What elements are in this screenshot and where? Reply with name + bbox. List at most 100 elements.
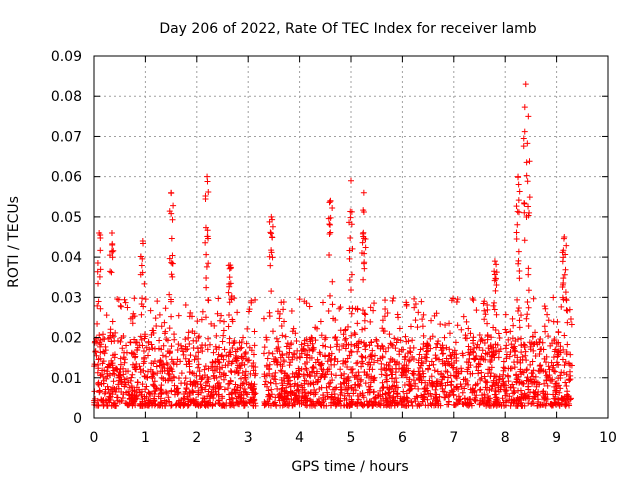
data-point: [302, 389, 309, 396]
data-point: [421, 396, 428, 403]
data-point: [117, 302, 124, 309]
data-point: [91, 388, 98, 395]
data-point: [492, 275, 499, 282]
data-point: [128, 350, 135, 357]
data-point: [337, 397, 344, 404]
data-point: [525, 271, 532, 278]
data-point: [546, 366, 553, 373]
data-point: [525, 400, 532, 407]
data-point: [467, 346, 474, 353]
data-point: [359, 307, 366, 314]
data-point: [279, 352, 286, 359]
data-point: [543, 377, 550, 384]
data-point: [371, 352, 378, 359]
data-point: [315, 359, 322, 366]
data-point: [263, 334, 270, 341]
data-point: [521, 237, 528, 244]
data-point: [380, 384, 387, 391]
data-point: [478, 353, 485, 360]
data-point: [402, 354, 409, 361]
data-point: [476, 332, 483, 339]
data-point: [525, 383, 532, 390]
data-point: [443, 391, 450, 398]
y-tick-label: 0: [73, 411, 82, 427]
data-point: [269, 372, 276, 379]
data-point: [152, 315, 159, 322]
data-point: [337, 380, 344, 387]
data-point: [151, 402, 158, 409]
data-point: [205, 297, 212, 304]
data-point: [164, 361, 171, 368]
data-point: [458, 368, 465, 375]
data-point: [350, 390, 357, 397]
data-point: [307, 396, 314, 403]
data-point: [481, 316, 488, 323]
data-point: [189, 328, 196, 335]
data-point: [210, 349, 217, 356]
data-point: [367, 379, 374, 386]
data-point: [543, 359, 550, 366]
data-point: [537, 362, 544, 369]
data-point: [110, 367, 117, 374]
data-point: [453, 354, 460, 361]
data-point: [381, 328, 388, 335]
data-point: [404, 350, 411, 357]
data-point: [252, 296, 259, 303]
data-point: [346, 219, 353, 226]
data-point: [102, 347, 109, 354]
data-point: [435, 356, 442, 363]
data-point: [387, 340, 394, 347]
data-point: [100, 377, 107, 384]
data-point: [474, 380, 481, 387]
data-point: [560, 275, 567, 282]
data-point: [555, 361, 562, 368]
data-point: [123, 342, 130, 349]
data-point: [420, 373, 427, 380]
data-point: [97, 349, 104, 356]
data-point: [484, 392, 491, 399]
data-point: [141, 280, 148, 287]
data-point: [417, 346, 424, 353]
data-point: [348, 310, 355, 317]
data-point: [392, 345, 399, 352]
data-point: [232, 348, 239, 355]
data-point: [328, 350, 335, 357]
data-point: [388, 341, 395, 348]
data-point: [516, 275, 523, 282]
data-point: [133, 339, 140, 346]
data-point: [525, 304, 532, 311]
data-point: [155, 393, 162, 400]
data-point: [106, 399, 113, 406]
data-point: [318, 360, 325, 367]
data-point: [418, 298, 425, 305]
data-point: [564, 341, 571, 348]
data-point: [448, 355, 455, 362]
data-point: [199, 308, 206, 315]
data-point: [374, 402, 381, 409]
data-point: [169, 216, 176, 223]
data-point: [149, 345, 156, 352]
data-point: [348, 341, 355, 348]
data-point: [229, 358, 236, 365]
data-point: [195, 401, 202, 408]
data-point: [264, 355, 271, 362]
data-point: [438, 347, 445, 354]
data-point: [261, 373, 268, 380]
data-point: [550, 368, 557, 375]
data-point: [354, 402, 361, 409]
data-point: [431, 367, 438, 374]
data-point: [515, 396, 522, 403]
data-point: [401, 396, 408, 403]
data-point: [484, 333, 491, 340]
data-point: [260, 315, 267, 322]
data-point: [348, 349, 355, 356]
data-point: [525, 212, 532, 219]
data-point: [109, 332, 116, 339]
data-point: [210, 395, 217, 402]
data-point: [267, 262, 274, 269]
data-point: [220, 332, 227, 339]
data-point: [211, 322, 218, 329]
data-point: [473, 307, 480, 314]
data-point: [159, 361, 166, 368]
data-point: [363, 372, 370, 379]
